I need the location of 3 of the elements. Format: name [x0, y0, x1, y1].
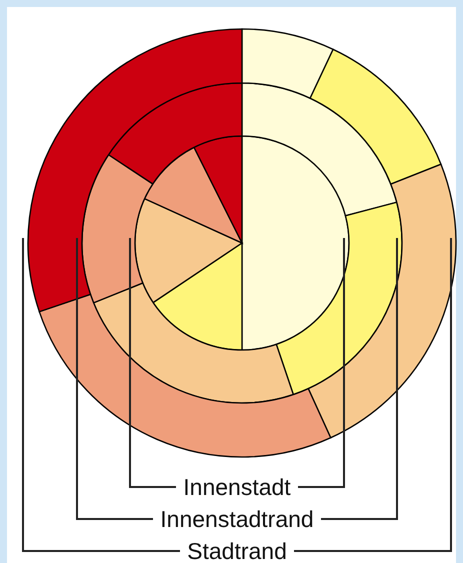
- text: Innenstadtrand: [153, 505, 321, 533]
- text: Stadtrand: [180, 537, 294, 563]
- text: Innenstadt: [176, 473, 298, 501]
